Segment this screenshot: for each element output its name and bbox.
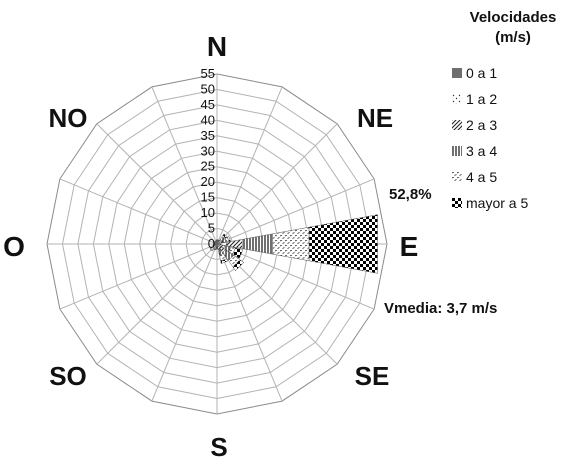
bar-segment-ESE-5	[232, 247, 244, 259]
grid-spoke	[151, 243, 218, 402]
label-SO: SO	[49, 361, 87, 391]
legend-swatch	[452, 198, 462, 208]
grid-spoke	[216, 243, 283, 402]
label-NO: NO	[49, 103, 88, 133]
bar-segment-SW-5	[209, 248, 213, 252]
grid-spoke	[59, 178, 218, 245]
tick-label-20: 20	[201, 174, 215, 189]
bar-segment-SSE-5	[220, 258, 229, 264]
label-NE: NE	[357, 103, 393, 133]
legend-label: 4 a 5	[466, 169, 498, 185]
tick-label-50: 50	[201, 82, 215, 97]
wind-bars	[209, 214, 378, 274]
label-N: N	[207, 31, 227, 62]
legend-swatch	[452, 94, 462, 104]
legend-swatch	[452, 146, 462, 156]
grid-spoke	[96, 243, 218, 365]
legend-title: Velocidades (m/s)	[469, 9, 557, 46]
label-SE: SE	[355, 361, 390, 391]
label-O: O	[3, 231, 25, 262]
legend: Velocidades (m/s) 0 a 1 1 a 2 2 a 3 3 a 4 4 a…	[452, 8, 574, 216]
tick-label-15: 15	[201, 190, 215, 205]
tick-label-45: 45	[201, 97, 215, 112]
legend-item: 4 a 5	[452, 164, 574, 190]
tick-label-10: 10	[201, 205, 215, 220]
label-S: S	[210, 432, 227, 457]
bar-segment-NNW-5	[214, 240, 217, 242]
mean-speed-label: Vmedia: 3,7 m/s	[384, 300, 498, 317]
tick-label-25: 25	[201, 159, 215, 174]
grid-spoke	[216, 123, 338, 245]
legend-label: 2 a 3	[466, 117, 498, 133]
bar-segment-SE-5	[232, 259, 245, 272]
legend-item: 0 a 1	[452, 60, 574, 86]
grid-spoke	[216, 86, 283, 245]
tick-label-55: 55	[201, 66, 215, 81]
legend-items: 0 a 1 1 a 2 2 a 3 3 a 4 4 a 5 mayor a 5	[452, 60, 574, 216]
legend-item: mayor a 5	[452, 190, 574, 216]
polar-grid	[46, 73, 388, 415]
bar-segment-E-5	[308, 214, 378, 274]
label-E: E	[400, 231, 419, 262]
grid-spoke	[216, 243, 375, 310]
legend-label: 0 a 1	[466, 65, 498, 81]
legend-label: 3 a 4	[466, 143, 498, 159]
grid-spoke	[151, 86, 218, 245]
bar-segment-WSW-5	[212, 244, 215, 247]
legend-item: 2 a 3	[452, 112, 574, 138]
legend-label: 1 a 2	[466, 91, 498, 107]
bar-segment-E-4	[272, 226, 310, 262]
legend-item: 1 a 2	[452, 86, 574, 112]
tick-label-30: 30	[201, 143, 215, 158]
max-percent-label: 52,8%	[389, 186, 432, 203]
legend-label: mayor a 5	[466, 195, 529, 211]
grid-spoke	[216, 178, 375, 245]
legend-item: 3 a 4	[452, 138, 574, 164]
legend-swatch	[452, 172, 462, 182]
legend-swatch	[452, 68, 462, 78]
tick-label-0: 0	[208, 236, 215, 251]
legend-swatch	[452, 120, 462, 130]
bar-segment-ENE-5	[227, 236, 231, 242]
grid-spoke	[59, 243, 218, 310]
tick-label-40: 40	[201, 112, 215, 127]
tick-label-35: 35	[201, 128, 215, 143]
bar-segment-NE-5	[222, 233, 228, 239]
tick-label-5: 5	[208, 221, 215, 236]
grid-spoke	[96, 123, 218, 245]
